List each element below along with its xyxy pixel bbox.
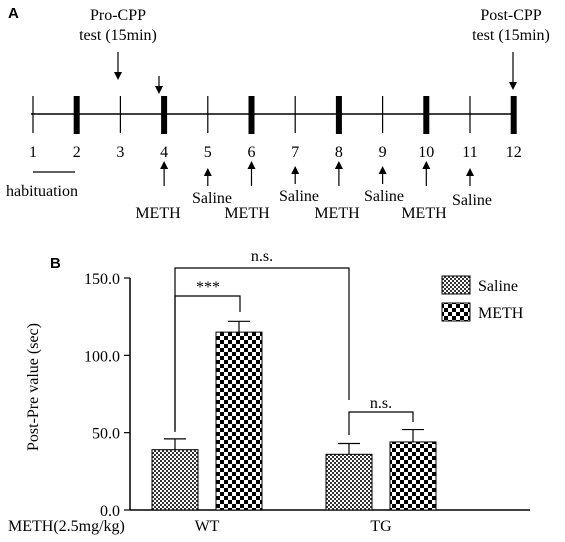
meth-label-day10: METH xyxy=(401,205,447,222)
y-axis-title: Post-Pre value (sec) xyxy=(25,323,42,451)
x-category-wt: WT xyxy=(195,518,220,535)
meth-label-day6: METH xyxy=(224,205,270,222)
day-label: 11 xyxy=(462,144,477,161)
meth-label-day8: METH xyxy=(314,205,360,222)
saline-label-day5: Saline xyxy=(192,190,232,207)
y-tick-label: 50.0 xyxy=(92,426,120,443)
timeline-block xyxy=(335,96,342,134)
timeline-block xyxy=(423,96,430,134)
x-row-label: METH(2.5mg/kg) xyxy=(8,518,125,535)
legend-swatch-saline xyxy=(441,275,471,295)
sig-label-between: n.s. xyxy=(251,248,273,265)
legend-label-saline: Saline xyxy=(478,278,518,295)
meth-label-day4: METH xyxy=(135,205,181,222)
day-label: 10 xyxy=(418,144,434,161)
day-label: 5 xyxy=(204,144,212,161)
panel-a-label: A xyxy=(8,5,19,22)
day-label: 3 xyxy=(116,144,124,161)
legend: Saline METH xyxy=(441,275,524,322)
injection-arrows xyxy=(160,161,474,186)
bar-meth-wt xyxy=(215,331,263,511)
panel-b: B Post-Pre value (sec) 0.0 50.0 100.0 150.0… xyxy=(8,248,530,535)
sig-bracket-wt xyxy=(174,295,241,432)
panel-b-label: B xyxy=(50,255,61,272)
day-label: 6 xyxy=(248,144,256,161)
x-category-tg: TG xyxy=(370,518,392,535)
day-label: 8 xyxy=(335,144,343,161)
post-test-label: Post-CPP xyxy=(480,7,541,24)
saline-label-day11: Saline xyxy=(452,192,492,209)
day-label: 12 xyxy=(506,144,522,161)
timeline-block xyxy=(248,96,255,134)
day-label: 1 xyxy=(29,144,37,161)
timeline-ticks xyxy=(32,96,517,134)
day-label: 9 xyxy=(379,144,387,161)
timeline-block xyxy=(73,96,80,134)
y-axis: 0.0 50.0 100.0 150.0 xyxy=(84,271,131,520)
pre-test-label: Pro-CPP xyxy=(90,7,146,24)
timeline-day-labels: 1 2 3 4 5 6 7 8 9 10 11 12 xyxy=(29,144,522,161)
pre-test-duration: test (15min) xyxy=(79,27,157,44)
panel-a: A Pro-CPP test (15min) Post-CPP test (15… xyxy=(6,5,550,222)
sig-label-tg: n.s. xyxy=(370,395,392,412)
bar-saline-wt xyxy=(151,449,199,511)
legend-label-meth: METH xyxy=(478,305,524,322)
sig-label-wt: *** xyxy=(196,279,220,296)
legend-swatch-meth xyxy=(441,302,471,322)
day-label: 2 xyxy=(73,144,81,161)
habituation-label: habituation xyxy=(6,183,78,200)
post-test-duration: test (15min) xyxy=(472,27,550,44)
y-tick-label: 150.0 xyxy=(84,271,120,288)
bars xyxy=(151,320,437,511)
day-label: 7 xyxy=(291,144,299,161)
saline-label-day7: Saline xyxy=(279,188,319,205)
day-label: 4 xyxy=(160,144,168,161)
bar-saline-tg xyxy=(325,453,373,511)
timeline-block xyxy=(161,96,168,134)
y-tick-label: 100.0 xyxy=(84,348,120,365)
y-tick-label: 0.0 xyxy=(100,503,120,520)
sig-bracket-tg xyxy=(348,411,414,435)
saline-label-day9: Saline xyxy=(364,188,404,205)
timeline-block xyxy=(510,96,517,134)
bar-meth-tg xyxy=(389,441,437,511)
